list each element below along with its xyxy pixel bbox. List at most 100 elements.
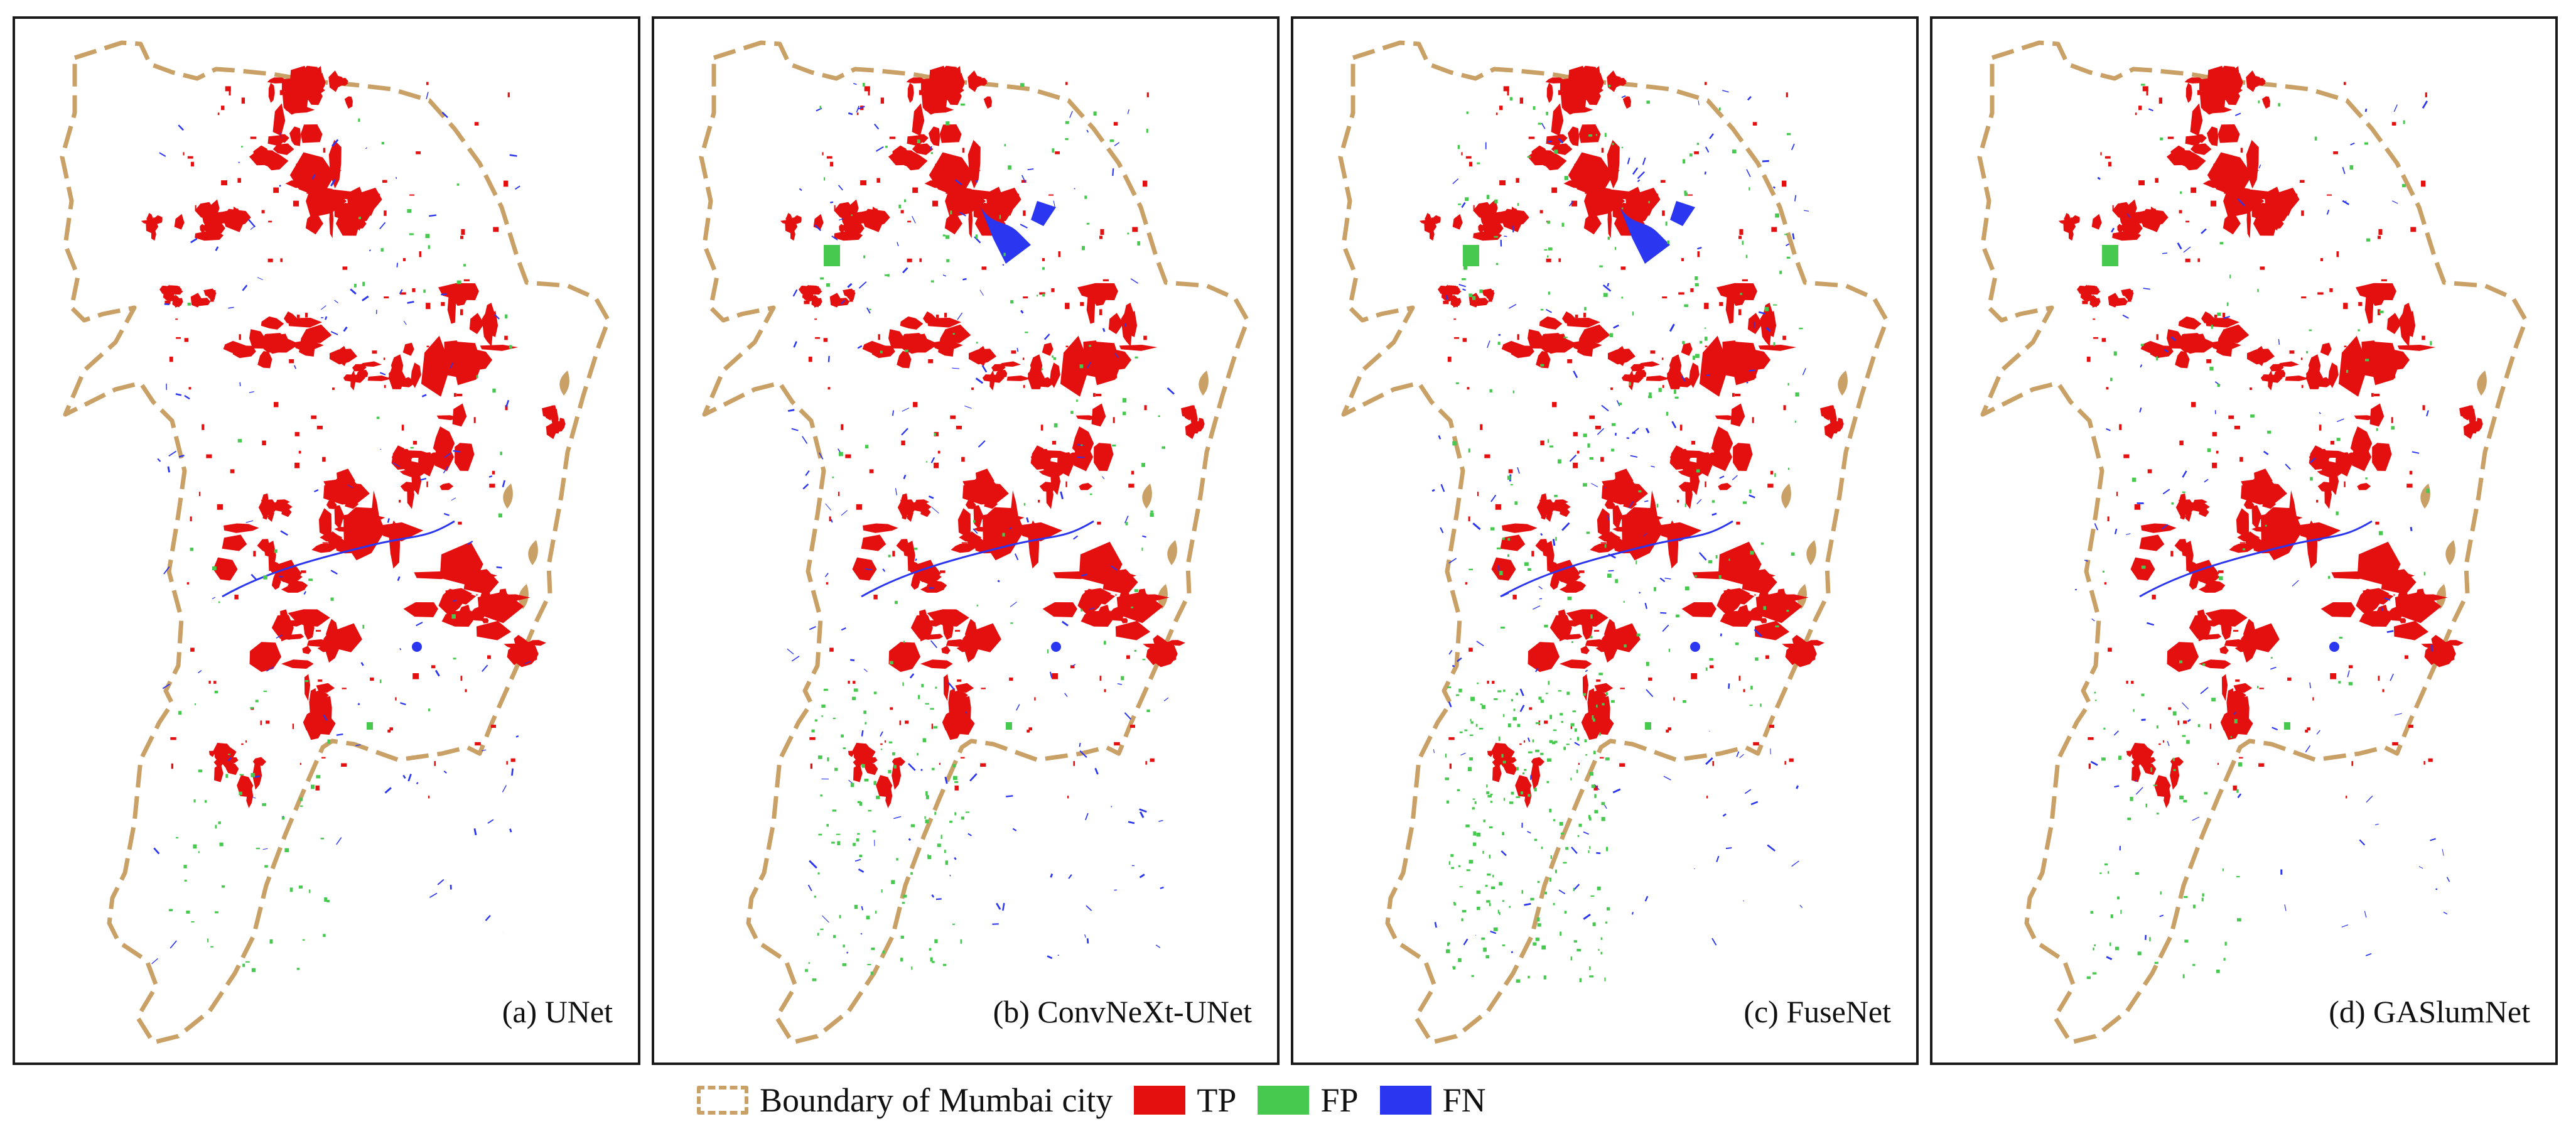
fn-line xyxy=(441,293,447,296)
fp-speck xyxy=(925,461,927,463)
fp-speck xyxy=(820,794,823,797)
tp-speck xyxy=(934,431,939,436)
tp-speck xyxy=(895,768,899,772)
fp-speck xyxy=(410,446,414,449)
tp-region xyxy=(1038,468,1064,477)
tp-region xyxy=(906,77,927,84)
tp-region xyxy=(403,602,438,617)
fp-region xyxy=(2284,722,2290,730)
tp-speck xyxy=(1099,235,1103,239)
tp-region xyxy=(439,483,454,490)
fp-speck xyxy=(1588,814,1591,819)
tp-speck xyxy=(2192,583,2196,586)
fp-speck xyxy=(323,934,326,937)
fn-line xyxy=(1705,757,1713,765)
fn-line xyxy=(357,703,360,706)
tp-speck xyxy=(1503,86,1509,92)
fn-line xyxy=(825,503,832,511)
tp-speck xyxy=(2327,194,2332,196)
fp-speck xyxy=(1501,754,1504,758)
fn-line xyxy=(509,154,517,157)
tp-region xyxy=(485,303,495,330)
fp-speck xyxy=(1446,800,1450,804)
fp-speck xyxy=(2108,871,2110,874)
fp-speck xyxy=(1146,709,1150,712)
fp-speck xyxy=(2267,430,2272,434)
tp-speck xyxy=(463,279,470,281)
fn-line xyxy=(1746,169,1751,177)
fn-line xyxy=(276,634,283,639)
tp-speck xyxy=(809,737,816,740)
tp-speck xyxy=(1488,300,1492,302)
fn-line xyxy=(866,307,871,314)
fn-line xyxy=(1064,693,1068,697)
fn-line xyxy=(1487,340,1490,349)
fp-speck xyxy=(1547,439,1549,443)
tp-speck xyxy=(2106,387,2109,390)
tp-speck xyxy=(2301,385,2304,388)
fn-line xyxy=(1722,90,1729,93)
tp-speck xyxy=(889,136,896,139)
fn-line xyxy=(802,484,809,490)
fp-speck xyxy=(952,923,955,925)
fn-line xyxy=(1765,327,1771,332)
tp-region xyxy=(2190,103,2203,136)
fp-speck xyxy=(1560,931,1562,936)
tp-speck xyxy=(1534,768,1538,772)
tp-region xyxy=(1528,642,1560,673)
fp-speck xyxy=(903,894,907,898)
tp-region xyxy=(361,192,376,216)
tp-region xyxy=(907,82,914,103)
legend-boundary: Boundary of Mumbai city xyxy=(697,1081,1113,1120)
tp-region xyxy=(1583,211,1602,235)
tp-region xyxy=(171,286,182,295)
tp-speck xyxy=(454,392,456,397)
fp-speck xyxy=(1589,772,1594,776)
tp-region xyxy=(1553,499,1569,505)
tp-region xyxy=(2091,214,2102,230)
fp-speck xyxy=(1537,917,1540,922)
fp-speck xyxy=(975,234,978,239)
tp-speck xyxy=(2138,180,2145,186)
tp-speck xyxy=(241,743,244,745)
fp-speck xyxy=(1497,690,1502,693)
coast-notch xyxy=(528,540,538,565)
fn-line xyxy=(2148,108,2153,112)
tp-speck xyxy=(213,681,217,684)
fn-line xyxy=(858,281,867,289)
tp-speck xyxy=(1600,542,1607,544)
tp-region xyxy=(281,659,314,669)
tp-region xyxy=(2133,744,2150,757)
tp-speck xyxy=(1100,229,1104,235)
tp-region xyxy=(2252,539,2282,554)
tp-region xyxy=(249,329,266,349)
coast-notch xyxy=(2477,370,2487,396)
tp-region xyxy=(853,763,863,782)
fn-line xyxy=(254,775,261,778)
tp-region xyxy=(2170,762,2180,790)
fn-line xyxy=(1086,938,1089,944)
tp-speck xyxy=(1660,180,1666,183)
fp-speck xyxy=(1448,861,1451,865)
fp-speck xyxy=(1489,855,1491,859)
tp-speck xyxy=(1146,92,1149,97)
fn-line xyxy=(841,627,846,631)
fp-speck xyxy=(1649,392,1652,396)
tp-speck xyxy=(273,187,279,193)
fp-speck xyxy=(1555,869,1557,873)
tp-speck xyxy=(1039,292,1045,295)
fp-speck xyxy=(262,803,267,806)
fp-speck xyxy=(1458,688,1462,693)
fn-line xyxy=(184,394,190,400)
tp-speck xyxy=(510,758,515,762)
fp-speck xyxy=(2223,958,2226,961)
fn-line xyxy=(1749,494,1755,499)
fp-speck xyxy=(327,739,331,744)
fp-speck xyxy=(1509,97,1513,101)
tp-speck xyxy=(1593,785,1598,791)
fp-speck xyxy=(1472,807,1475,810)
tp-speck xyxy=(1150,758,1155,762)
fp-speck xyxy=(1565,846,1569,850)
fp-speck xyxy=(927,855,932,860)
fp-speck xyxy=(187,303,191,306)
